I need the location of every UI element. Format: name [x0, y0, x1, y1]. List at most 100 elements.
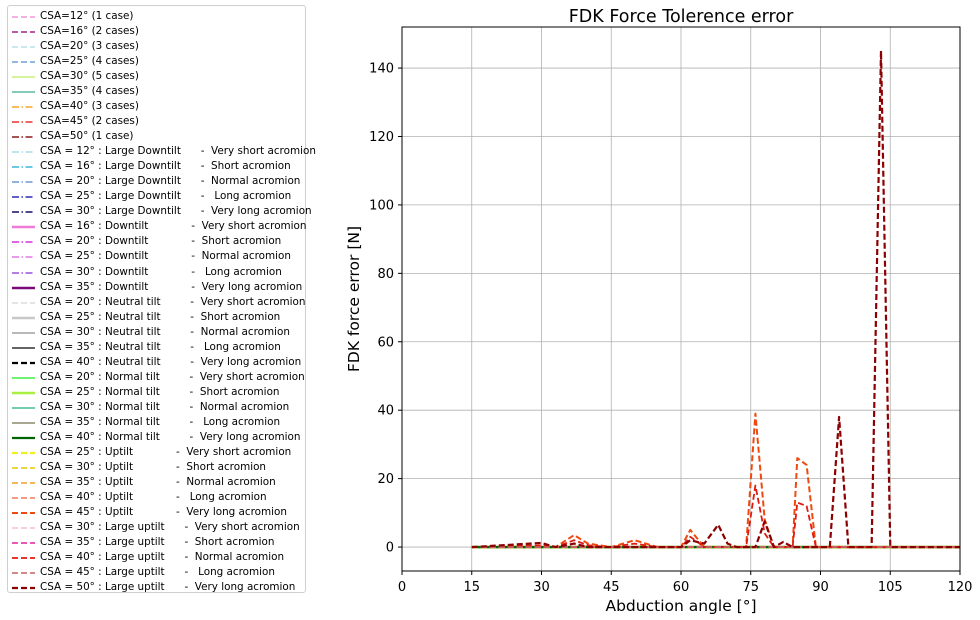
legend-label: CSA = 30° : Downtilt - Long acromion — [40, 265, 282, 278]
legend-item: CSA=30° (5 cases) — [8, 69, 307, 84]
legend-label: CSA = 30° : Neutral tilt - Normal acromi… — [40, 325, 290, 338]
legend-swatch — [12, 316, 35, 319]
legend-swatch — [12, 436, 35, 439]
legend-swatch — [12, 166, 35, 169]
legend-item: CSA = 25° : Neutral tilt - Short acromio… — [8, 310, 307, 325]
legend-item: CSA = 25° : Downtilt - Normal acromion — [8, 249, 307, 264]
legend-swatch — [12, 61, 35, 63]
legend-swatch — [12, 181, 35, 184]
y-tick-label: 0 — [386, 541, 394, 556]
legend-swatch — [12, 16, 35, 18]
legend-label: CSA = 35° : Large uptilt - Short acromio… — [40, 536, 275, 549]
legend: CSA=12° (1 case) CSA=16° (2 cases) CSA=20°… — [7, 5, 316, 594]
legend-swatch — [12, 121, 35, 124]
x-tick-label: 90 — [812, 580, 829, 595]
series-group — [471, 49, 960, 549]
series-line-38 — [471, 49, 960, 549]
x-tick-label: 15 — [463, 580, 480, 595]
legend-item: CSA=40° (3 cases) — [8, 99, 307, 114]
legend-label: CSA = 25° : Large Downtilt - Long acromi… — [40, 190, 292, 203]
legend-swatch — [12, 467, 35, 469]
legend-swatch — [12, 286, 35, 289]
legend-swatch — [12, 451, 35, 454]
legend-item: CSA = 25° : Large Downtilt - Long acromi… — [8, 189, 307, 204]
legend-swatch — [12, 106, 35, 108]
x-tick-label: 45 — [603, 580, 620, 595]
legend-label: CSA=45° (2 cases) — [40, 115, 139, 128]
legend-swatch — [12, 271, 35, 274]
legend-label: CSA = 40° : Neutral tilt - Very long acr… — [40, 355, 302, 368]
legend-swatch — [12, 421, 35, 424]
x-axis-label: Abduction angle [°] — [605, 597, 756, 615]
legend-item: CSA = 20° : Neutral tilt - Very short ac… — [8, 295, 307, 310]
legend-item: CSA = 20° : Downtilt - Short acromion — [8, 234, 307, 249]
legend-swatch — [12, 406, 35, 409]
legend-item: CSA = 35° : Downtilt - Very long acromio… — [8, 280, 307, 295]
legend-label: CSA=20° (3 cases) — [40, 40, 139, 53]
legend-swatch — [12, 211, 35, 214]
x-tick-label: 105 — [878, 580, 903, 595]
legend-item: CSA = 20° : Large Downtilt - Normal acro… — [8, 174, 307, 189]
legend-item: CSA = 30° : Large Downtilt - Very long a… — [8, 204, 312, 219]
legend-label: CSA = 25° : Downtilt - Normal acromion — [40, 250, 291, 263]
legend-item: CSA = 30° : Large uptilt - Very short ac… — [8, 520, 307, 535]
y-tick-label: 80 — [377, 267, 394, 282]
legend-swatch — [12, 557, 35, 559]
legend-swatch — [12, 542, 35, 544]
legend-label: CSA = 12° : Large Downtilt - Very short … — [40, 145, 316, 158]
x-tick-label: 60 — [673, 580, 690, 595]
legend-swatch — [12, 46, 35, 48]
legend-label: CSA = 50° : Large uptilt - Very long acr… — [40, 581, 296, 594]
legend-label: CSA = 35° : Neutral tilt - Long acromion — [40, 340, 281, 353]
legend-label: CSA = 20° : Large Downtilt - Normal acro… — [40, 175, 301, 188]
y-tick-label: 140 — [369, 62, 394, 77]
y-tick-label: 40 — [377, 404, 394, 419]
chart-title: FDK Force Tolerence error — [569, 7, 794, 27]
legend-swatch — [12, 91, 35, 93]
legend-swatch — [12, 136, 35, 139]
legend-swatch — [12, 151, 35, 154]
legend-label: CSA = 40° : Uptilt - Long acromion — [40, 490, 267, 503]
legend-label: CSA = 20° : Neutral tilt - Very short ac… — [40, 295, 306, 308]
legend-item: CSA = 35° : Uptilt - Normal acromion — [8, 475, 307, 490]
legend-item: CSA = 40° : Uptilt - Long acromion — [8, 490, 307, 505]
legend-swatch — [12, 482, 35, 484]
x-tick-label: 120 — [948, 580, 973, 595]
ticks: 0 15 30 45 60 75 90 105 120 0 20 40 60 80 100 120 140 — [369, 62, 972, 595]
legend-label: CSA=30° (5 cases) — [40, 70, 139, 83]
legend-swatch — [12, 376, 35, 379]
legend-label: CSA = 45° : Uptilt - Very long acromion — [40, 505, 287, 518]
x-tick-label: 75 — [742, 580, 759, 595]
legend-item: CSA = 16° : Downtilt - Very short acromi… — [8, 219, 307, 234]
legend-label: CSA = 16° : Downtilt - Very short acromi… — [40, 220, 307, 233]
series-line-36 — [471, 484, 960, 548]
legend-swatch — [12, 391, 35, 395]
legend-swatch — [12, 572, 35, 574]
legend-label: CSA=35° (4 cases) — [40, 85, 139, 98]
legend-swatch — [12, 497, 35, 499]
legend-label: CSA=25° (4 cases) — [40, 55, 139, 68]
legend-item: CSA = 45° : Uptilt - Very long acromion — [8, 505, 307, 520]
legend-label: CSA=16° (2 cases) — [40, 25, 139, 38]
chart-area: FDK Force Tolerence error 0 15 30 45 60 75 90 1… — [345, 7, 972, 615]
legend-label: CSA = 25° : Neutral tilt - Short acromio… — [40, 310, 281, 323]
x-tick-label: 30 — [533, 580, 550, 595]
legend-swatch — [12, 301, 35, 304]
legend-swatch — [12, 241, 35, 244]
legend-swatch — [12, 226, 35, 229]
legend-label: CSA = 40° : Large uptilt - Normal acromi… — [40, 551, 285, 564]
legend-item: CSA=16° (2 cases) — [8, 24, 307, 39]
legend-item: CSA = 25° : Normal tilt - Short acromion — [8, 385, 307, 400]
legend-swatch — [12, 361, 35, 364]
legend-item: CSA=25° (4 cases) — [8, 54, 307, 69]
legend-item: CSA=45° (2 cases) — [8, 114, 307, 129]
legend-item: CSA = 30° : Uptilt - Short acromion — [8, 460, 307, 475]
legend-label: CSA = 20° : Normal tilt - Very short acr… — [40, 370, 305, 383]
legend-item: CSA = 40° : Neutral tilt - Very long acr… — [8, 355, 307, 370]
legend-label: CSA = 35° : Downtilt - Very long acromio… — [40, 280, 303, 293]
y-tick-label: 120 — [369, 130, 394, 145]
legend-label: CSA = 20° : Downtilt - Short acromion — [40, 235, 282, 248]
legend-item: CSA = 35° : Large uptilt - Short acromio… — [8, 535, 307, 550]
legend-item: CSA = 40° : Normal tilt - Very long acro… — [8, 430, 307, 445]
legend-swatch — [12, 527, 35, 529]
